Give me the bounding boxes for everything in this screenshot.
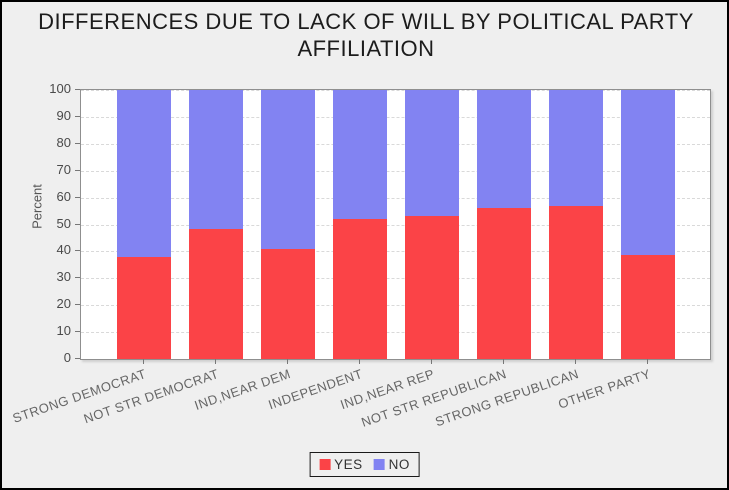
bar-segment-yes-3	[260, 248, 315, 359]
y-tick-label-100: 100	[49, 81, 71, 96]
x-tick-mark-3	[286, 359, 288, 364]
y-tick-label-50: 50	[56, 215, 71, 231]
bar-segment-yes-7	[548, 205, 603, 359]
legend-label-yes: YES	[334, 457, 363, 472]
y-tick-label-0: 0	[63, 350, 71, 365]
bar-segment-no-3	[260, 90, 315, 249]
y-tick-label-30: 30	[56, 269, 71, 285]
legend: YES NO	[309, 452, 420, 477]
bar-segment-yes-1	[116, 256, 171, 359]
bar-segment-yes-4	[332, 219, 387, 359]
y-tick-mark-30	[75, 277, 80, 279]
gridline-100	[81, 90, 710, 91]
bar-segment-yes-6	[476, 208, 531, 359]
plot-area	[80, 89, 711, 360]
gridline-40	[81, 251, 710, 253]
x-tick-mark-6	[502, 359, 504, 364]
x-tick-mark-4	[358, 359, 360, 364]
bar-stack-2	[188, 90, 243, 359]
y-tick-label-90: 90	[56, 107, 71, 123]
y-tick-label-10: 10	[56, 323, 71, 339]
legend-label-no: NO	[388, 457, 410, 472]
x-tick-mark-1	[142, 359, 144, 364]
gridline-60	[81, 197, 710, 199]
bar-segment-no-6	[476, 90, 531, 209]
x-tick-mark-8	[646, 359, 648, 364]
bar-segment-no-1	[116, 90, 171, 257]
bar-segment-no-5	[404, 90, 459, 217]
gridline-80	[81, 143, 710, 145]
y-tick-mark-10	[75, 331, 80, 333]
y-tick-mark-90	[75, 115, 80, 117]
bar-stack-8	[620, 90, 675, 359]
gridline-50	[81, 224, 710, 226]
y-tick-mark-100	[75, 89, 80, 90]
y-tick-label-80: 80	[56, 134, 71, 150]
bar-stack-1	[116, 90, 171, 359]
bar-segment-no-7	[548, 90, 603, 206]
legend-swatch-no	[373, 459, 385, 470]
bar-stack-4	[332, 90, 387, 359]
bar-segment-yes-8	[620, 255, 675, 359]
y-tick-label-70: 70	[56, 161, 71, 177]
bar-segment-no-4	[332, 90, 387, 220]
y-tick-label-20: 20	[56, 296, 71, 312]
y-tick-mark-60	[75, 196, 80, 198]
gridline-20	[81, 305, 710, 307]
bar-stack-5	[404, 90, 459, 359]
chart-title: DIFFERENCES DUE TO LACK OF WILL BY POLIT…	[38, 9, 694, 61]
gridline-90	[81, 116, 710, 118]
x-tick-mark-7	[574, 359, 576, 364]
x-tick-mark-2	[214, 359, 216, 364]
legend-item-no: NO	[373, 457, 410, 472]
y-tick-mark-80	[75, 142, 80, 144]
gridline-30	[81, 278, 710, 280]
bar-segment-yes-2	[188, 228, 243, 359]
y-tick-label-40: 40	[56, 242, 71, 258]
gridline-70	[81, 170, 710, 172]
bar-segment-no-8	[620, 90, 675, 256]
y-tick-mark-20	[75, 304, 80, 306]
bar-stack-3	[260, 90, 315, 359]
legend-swatch-yes	[319, 459, 331, 470]
bar-segment-no-2	[188, 90, 243, 229]
y-tick-mark-50	[75, 223, 80, 225]
bar-segment-yes-5	[404, 216, 459, 359]
y-tick-mark-70	[75, 169, 80, 171]
x-tick-mark-5	[430, 359, 432, 364]
legend-item-yes: YES	[319, 457, 363, 472]
gridline-10	[81, 332, 710, 334]
y-tick-label-60: 60	[56, 188, 71, 204]
bar-stack-7	[548, 90, 603, 359]
y-tick-mark-0	[75, 358, 80, 359]
bar-stack-6	[476, 90, 531, 359]
y-tick-mark-40	[75, 250, 80, 252]
